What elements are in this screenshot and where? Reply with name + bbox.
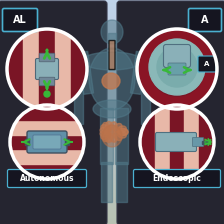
Bar [130, 51, 146, 94]
Ellipse shape [101, 125, 110, 133]
Ellipse shape [118, 129, 128, 136]
Ellipse shape [102, 73, 120, 89]
FancyBboxPatch shape [2, 9, 37, 32]
Ellipse shape [103, 123, 110, 132]
Bar [7, 29, 23, 109]
Ellipse shape [100, 130, 110, 137]
Text: Endoscopic: Endoscopic [153, 174, 201, 183]
Circle shape [7, 29, 87, 109]
Ellipse shape [118, 129, 128, 136]
Circle shape [157, 47, 197, 87]
Text: A: A [201, 15, 209, 25]
Bar [141, 90, 150, 124]
FancyBboxPatch shape [39, 77, 55, 86]
Ellipse shape [102, 125, 122, 147]
FancyBboxPatch shape [117, 1, 224, 224]
Bar [10, 135, 84, 149]
FancyBboxPatch shape [7, 170, 86, 187]
Bar [23, 29, 39, 109]
Ellipse shape [110, 132, 117, 142]
Bar [170, 105, 184, 179]
FancyBboxPatch shape [198, 56, 216, 72]
Ellipse shape [101, 20, 123, 44]
FancyBboxPatch shape [192, 138, 203, 146]
Circle shape [149, 39, 205, 95]
Ellipse shape [114, 123, 122, 132]
Bar [74, 90, 83, 124]
FancyBboxPatch shape [168, 63, 186, 75]
Ellipse shape [106, 133, 113, 142]
FancyBboxPatch shape [189, 9, 222, 32]
Ellipse shape [117, 126, 126, 134]
Bar [115, 108, 128, 164]
Ellipse shape [101, 131, 110, 139]
Bar [155, 105, 170, 179]
Bar [65, 139, 69, 145]
FancyBboxPatch shape [39, 53, 55, 62]
FancyBboxPatch shape [33, 135, 61, 149]
Ellipse shape [89, 48, 135, 110]
Ellipse shape [100, 127, 110, 134]
Bar [202, 140, 208, 144]
Bar [199, 105, 214, 179]
Bar [10, 120, 84, 135]
Bar [10, 105, 84, 120]
Circle shape [44, 91, 50, 97]
Wedge shape [137, 29, 217, 109]
Circle shape [10, 105, 84, 179]
Bar [71, 29, 87, 109]
Bar [25, 139, 29, 145]
FancyBboxPatch shape [134, 170, 220, 187]
Bar [39, 29, 55, 109]
Text: AL: AL [13, 15, 27, 25]
Ellipse shape [110, 122, 117, 131]
Ellipse shape [117, 131, 126, 138]
Circle shape [137, 29, 217, 109]
Ellipse shape [82, 52, 142, 70]
FancyBboxPatch shape [155, 133, 196, 151]
Ellipse shape [106, 121, 113, 131]
FancyBboxPatch shape [35, 58, 58, 80]
FancyBboxPatch shape [164, 45, 190, 67]
Ellipse shape [103, 132, 110, 142]
Bar [10, 164, 84, 179]
Bar [100, 108, 113, 164]
FancyBboxPatch shape [0, 1, 107, 224]
Circle shape [140, 105, 214, 179]
Ellipse shape [114, 132, 122, 140]
Bar [140, 105, 155, 179]
Bar [108, 33, 116, 49]
Text: A: A [204, 61, 210, 67]
Bar [184, 105, 199, 179]
FancyBboxPatch shape [27, 131, 67, 153]
Bar [78, 51, 94, 94]
Bar [55, 29, 71, 109]
Bar [116, 162, 127, 202]
FancyBboxPatch shape [109, 41, 115, 69]
Text: Autonomous: Autonomous [20, 174, 74, 183]
Bar [10, 149, 84, 164]
Bar [101, 162, 112, 202]
Ellipse shape [93, 100, 131, 118]
